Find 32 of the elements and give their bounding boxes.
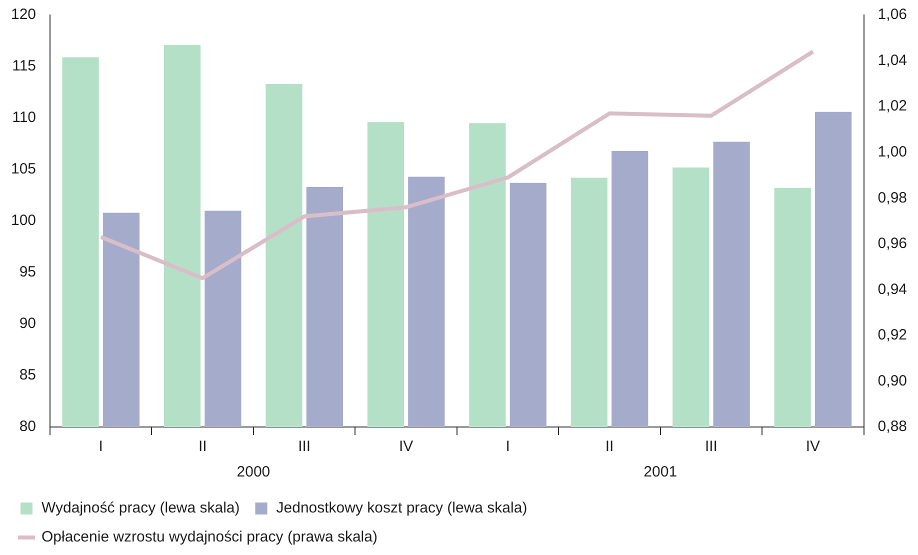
y2-tick-label: 1,04: [878, 52, 908, 69]
y2-tick-label: 0,98: [878, 189, 908, 206]
legend-label: Jednostkowy koszt pracy (lewa skala): [276, 500, 528, 517]
y2-tick-label: 1,02: [878, 98, 908, 115]
y2-tick-label: 0,88: [878, 418, 908, 436]
x-tick-label: IV: [398, 438, 414, 456]
x-tick-label: II: [605, 438, 614, 456]
y2-tick-label: 1,06: [878, 6, 908, 24]
y-tick-label: 115: [12, 58, 36, 75]
y-tick-label: 100: [10, 212, 36, 230]
x-tick-label: III: [704, 438, 718, 456]
y-tick-label: 95: [19, 264, 36, 281]
y-tick-label: 110: [12, 109, 36, 126]
y-tick-label: 85: [19, 366, 36, 384]
x-tick-label: I: [98, 438, 103, 456]
y-tick-label: 90: [19, 315, 36, 332]
y2-tick-label: 0,92: [878, 326, 908, 344]
legend-label: Opłacenie wzrostu wydajności pracy (prawa skala): [42, 528, 378, 546]
y-tick-label: 80: [19, 418, 36, 436]
text: 2000: [236, 464, 270, 481]
x-tick-label: I: [506, 438, 510, 456]
y2-tick-label: 1,00: [878, 143, 908, 160]
text: 2001: [644, 464, 678, 481]
y2-tick-label: 0,96: [878, 235, 908, 252]
y-tick-label: 105: [10, 160, 36, 178]
x-tick-label: II: [198, 438, 207, 456]
x-tick-label: IV: [806, 438, 820, 456]
x-tick-label: III: [298, 438, 311, 456]
y2-tick-label: 0,94: [878, 280, 908, 298]
y2-tick-label: 0,90: [878, 372, 908, 390]
legend-label: Wydajność pracy (lewa skala): [42, 500, 240, 517]
y-tick-label: 120: [10, 6, 36, 24]
